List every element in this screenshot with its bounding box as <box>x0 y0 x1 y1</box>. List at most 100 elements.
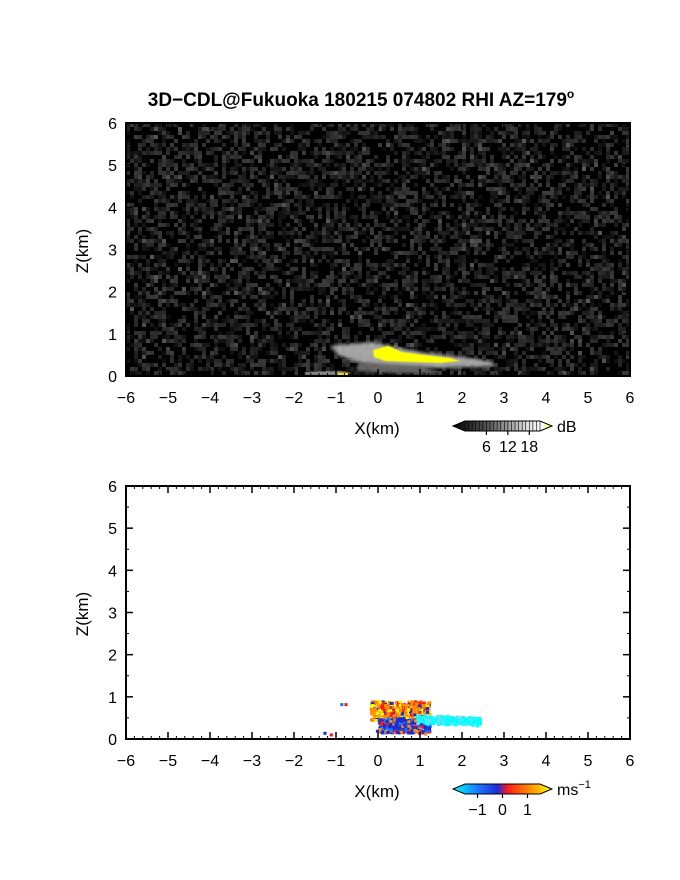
noise-cell <box>174 335 178 339</box>
noise-cell <box>482 215 486 219</box>
noise-cell <box>542 171 546 175</box>
noise-cell <box>626 131 630 135</box>
noise-cell <box>250 363 254 367</box>
noise-cell <box>342 127 346 131</box>
noise-cell <box>506 227 510 231</box>
noise-cell <box>550 187 554 191</box>
noise-cell <box>198 259 202 263</box>
noise-cell <box>234 299 238 303</box>
noise-cell <box>134 151 138 155</box>
noise-cell <box>454 367 458 371</box>
noise-cell <box>226 335 230 339</box>
noise-cell <box>438 319 442 323</box>
noise-cell <box>378 339 382 343</box>
noise-cell <box>538 311 542 315</box>
noise-cell <box>626 143 630 147</box>
noise-cell <box>222 151 226 155</box>
noise-cell <box>426 255 430 259</box>
noise-cell <box>230 339 234 343</box>
noise-cell <box>262 207 266 211</box>
noise-cell <box>590 367 594 371</box>
noise-cell <box>474 127 478 131</box>
noise-cell <box>154 123 158 127</box>
noise-cell <box>538 291 542 295</box>
noise-cell <box>326 187 330 191</box>
noise-cell <box>538 215 542 219</box>
noise-cell <box>314 283 318 287</box>
noise-cell <box>174 179 178 183</box>
noise-cell <box>310 255 314 259</box>
noise-cell <box>534 171 538 175</box>
noise-cell <box>562 195 566 199</box>
noise-cell <box>546 287 550 291</box>
noise-cell <box>310 187 314 191</box>
noise-cell <box>158 259 162 263</box>
noise-cell <box>478 331 482 335</box>
noise-cell <box>146 371 150 375</box>
noise-cell <box>326 339 330 343</box>
noise-cell <box>402 323 406 327</box>
noise-cell <box>254 211 258 215</box>
noise-cell <box>546 335 550 339</box>
noise-cell <box>354 155 358 159</box>
noise-cell <box>414 175 418 179</box>
noise-cell <box>450 367 454 371</box>
noise-cell <box>302 131 306 135</box>
noise-cell <box>294 167 298 171</box>
noise-cell <box>366 299 370 303</box>
noise-cell <box>618 127 622 131</box>
noise-cell <box>478 227 482 231</box>
noise-cell <box>198 227 202 231</box>
noise-cell <box>366 215 370 219</box>
noise-cell <box>474 259 478 263</box>
noise-cell <box>378 283 382 287</box>
noise-cell <box>154 255 158 259</box>
noise-cell <box>602 135 606 139</box>
noise-cell <box>186 235 190 239</box>
noise-cell <box>530 239 534 243</box>
noise-cell <box>266 179 270 183</box>
noise-cell <box>158 235 162 239</box>
noise-cell <box>486 179 490 183</box>
noise-cell <box>582 331 586 335</box>
noise-cell <box>474 143 478 147</box>
noise-cell <box>438 255 442 259</box>
noise-cell <box>278 219 282 223</box>
noise-cell <box>410 131 414 135</box>
noise-cell <box>398 271 402 275</box>
noise-cell <box>214 163 218 167</box>
noise-cell <box>158 275 162 279</box>
noise-cell <box>218 331 222 335</box>
noise-cell <box>438 227 442 231</box>
noise-cell <box>410 291 414 295</box>
noise-cell <box>614 219 618 223</box>
noise-cell <box>486 299 490 303</box>
noise-cell <box>478 147 482 151</box>
noise-cell <box>430 211 434 215</box>
velocity-cell <box>423 707 427 711</box>
noise-cell <box>530 283 534 287</box>
noise-cell <box>462 259 466 263</box>
noise-cell <box>474 243 478 247</box>
noise-cell <box>550 347 554 351</box>
noise-cell <box>350 287 354 291</box>
noise-cell <box>418 327 422 331</box>
noise-cell <box>522 283 526 287</box>
noise-cell <box>574 187 578 191</box>
noise-cell <box>270 351 274 355</box>
noise-cell <box>182 135 186 139</box>
noise-cell <box>562 139 566 143</box>
noise-cell <box>234 159 238 163</box>
noise-cell <box>522 279 526 283</box>
noise-cell <box>142 171 146 175</box>
noise-cell <box>138 291 142 295</box>
noise-cell <box>454 243 458 247</box>
noise-cell <box>270 191 274 195</box>
noise-cell <box>178 239 182 243</box>
velocity-cell <box>380 709 384 713</box>
noise-cell <box>454 335 458 339</box>
noise-cell <box>510 207 514 211</box>
noise-cell <box>462 247 466 251</box>
noise-cell <box>422 335 426 339</box>
noise-cell <box>274 307 278 311</box>
